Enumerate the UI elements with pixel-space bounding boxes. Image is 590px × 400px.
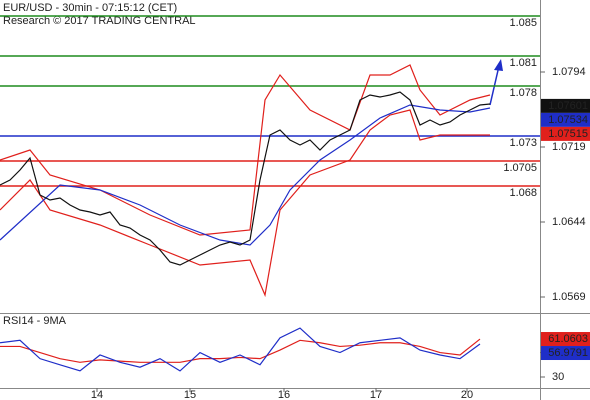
price-marker [541,346,590,361]
x-tick-label: 16 [278,389,290,400]
y-tick-label: 1.0644 [552,216,586,228]
x-tick-label: 14 [91,389,103,400]
chart-title: EUR/USD - 30min - 07:15:12 (CET) [3,2,177,14]
arrow-head [494,59,503,71]
level-label: 1.085 [509,17,537,29]
level-label: 1.078 [509,87,537,99]
level-label: 1.068 [509,187,537,199]
chart-subtitle: Research © 2017 TRADING CENTRAL [3,15,196,27]
x-tick-label: 17 [370,389,382,400]
series-line [0,327,481,372]
y-tick-label: 1.0794 [552,66,586,78]
level-label: 1.081 [509,57,537,69]
x-tick-label: 15 [184,389,196,400]
series-line [0,338,481,363]
price-marker [541,126,590,141]
series-line [0,109,490,298]
y-tick-label: 1.0719 [552,141,586,153]
y-tick-label: 1.0569 [552,291,586,303]
price-marker-label: 1.07534 [548,114,588,126]
price-marker [541,98,590,113]
y-tick-label: 30 [552,371,564,383]
x-tick-label: 20 [461,389,473,400]
rsi-title: RSI14 - 9MA [3,315,67,327]
series-line [0,104,491,246]
level-label: 1.0705 [503,162,537,174]
level-label: 1.073 [509,137,537,149]
series-line [0,91,491,266]
price-marker [541,112,590,127]
price-marker-label: 56.9791 [548,347,588,359]
price-marker-label: 1.07601 [548,100,588,112]
price-marker [541,332,590,347]
series-line [0,64,491,236]
price-marker-label: 1.07515 [548,128,588,140]
price-marker-label: 61.0603 [548,333,588,345]
